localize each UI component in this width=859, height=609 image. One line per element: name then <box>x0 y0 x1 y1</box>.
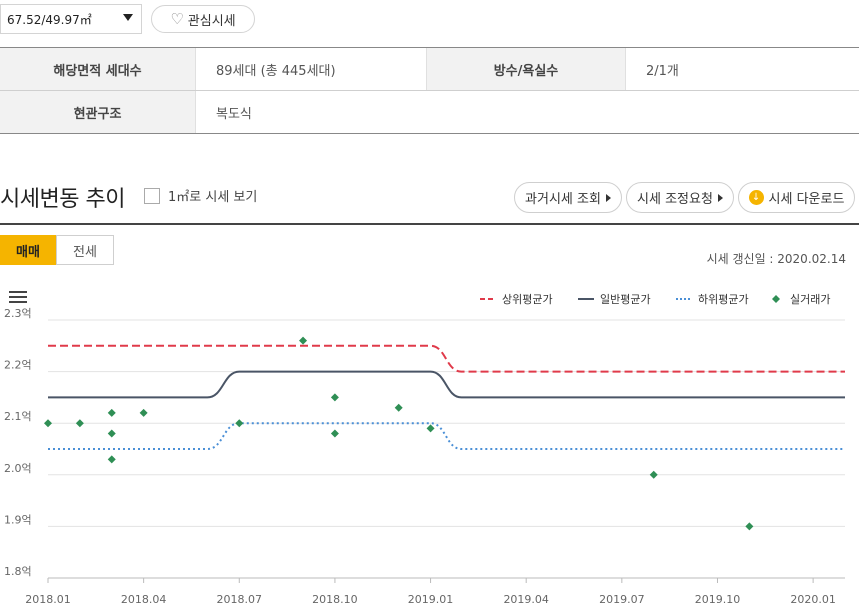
download-button[interactable]: ↓ 시세 다운로드 <box>738 182 855 213</box>
x-tick-label: 2018.07 <box>217 593 263 606</box>
legend-label: 상위평균가 <box>502 293 553 306</box>
heart-icon: ♡ <box>170 9 184 28</box>
legend-label: 실거래가 <box>790 293 830 306</box>
info-value: 2/1개 <box>646 63 679 79</box>
legend-label: 하위평균가 <box>698 292 749 306</box>
area-select-value: 67.52/49.97㎡ <box>7 12 92 27</box>
trade-point[interactable] <box>107 408 116 417</box>
past-price-label: 과거시세 조회 <box>525 192 601 207</box>
caret-right-icon <box>717 193 723 202</box>
series-line <box>48 370 845 399</box>
series-line <box>48 422 845 450</box>
hamburger-menu-icon[interactable] <box>9 291 27 305</box>
unit-toggle[interactable]: 1㎡로 시세 보기 <box>144 186 257 205</box>
checkbox-label: 1㎡로 시세 보기 <box>168 190 258 205</box>
y-tick-label: 1.9억 <box>4 513 32 526</box>
x-tick-label: 2019.07 <box>599 593 645 606</box>
x-tick-label: 2019.01 <box>408 593 454 606</box>
adjust-request-button[interactable]: 시세 조정요청 <box>626 182 734 213</box>
section-title: 시세변동 추이 <box>0 187 125 212</box>
trade-point[interactable] <box>649 470 658 479</box>
trade-point[interactable] <box>75 419 84 428</box>
info-header: 해당면적 세대수 <box>0 48 196 90</box>
tab-lease[interactable]: 전세 <box>56 235 114 265</box>
x-tick-label: 2018.04 <box>121 593 167 606</box>
past-price-button[interactable]: 과거시세 조회 <box>514 182 622 213</box>
section-divider <box>0 223 859 225</box>
trade-point[interactable] <box>330 429 339 438</box>
adjust-request-label: 시세 조정요청 <box>637 192 713 207</box>
y-tick-label: 2.0억 <box>4 462 32 475</box>
info-table: 해당면적 세대수 89세대 (총 445세대) 방수/욕실수 2/1개 현관구조… <box>0 47 859 134</box>
series-line <box>48 344 845 373</box>
update-date: 시세 갱신일 : 2020.02.14 <box>706 252 846 266</box>
legend-marker <box>772 295 780 303</box>
trade-point[interactable] <box>139 408 148 417</box>
info-row: 현관구조 복도식 <box>0 91 859 134</box>
trade-point[interactable] <box>107 429 116 438</box>
x-tick-label: 2019.04 <box>503 593 549 606</box>
trade-point[interactable] <box>299 336 308 345</box>
trade-point[interactable] <box>394 403 403 412</box>
trade-point[interactable] <box>330 393 339 402</box>
trade-point[interactable] <box>107 455 116 464</box>
info-row: 해당면적 세대수 89세대 (총 445세대) 방수/욕실수 2/1개 <box>0 48 859 91</box>
caret-right-icon <box>605 193 611 202</box>
legend-label: 일반평균가 <box>600 292 651 306</box>
download-label: 시세 다운로드 <box>768 192 845 207</box>
y-tick-label: 2.1억 <box>4 410 32 423</box>
favorite-label: 관심시세 <box>187 13 236 29</box>
y-tick-label: 1.8억 <box>4 565 32 578</box>
info-header: 방수/욕실수 <box>426 48 626 90</box>
caret-down-icon <box>123 14 133 21</box>
trade-point[interactable] <box>426 424 435 433</box>
info-value: 89세대 (총 445세대) <box>216 63 336 79</box>
trade-point[interactable] <box>44 419 52 428</box>
tab-sale[interactable]: 매매 <box>0 235 56 265</box>
x-tick-label: 2018.10 <box>312 593 358 606</box>
checkbox[interactable] <box>144 187 160 204</box>
favorite-button[interactable]: ♡ 관심시세 <box>151 5 255 33</box>
info-value: 복도식 <box>216 106 252 122</box>
y-tick-label: 2.3억 <box>4 307 32 320</box>
trade-point[interactable] <box>745 522 754 531</box>
x-tick-label: 2019.10 <box>695 593 741 606</box>
info-header: 현관구조 <box>0 91 196 133</box>
download-icon: ↓ <box>748 190 764 205</box>
trade-point[interactable] <box>235 419 244 428</box>
x-tick-label: 2020.01 <box>790 593 836 606</box>
price-trend-chart: 1.8억 1.9억 2.0억 2.1억 2.2억 2.3억 2018.01 2018.04 2… <box>4 292 845 606</box>
area-select[interactable]: 67.52/49.97㎡ <box>0 4 142 34</box>
y-tick-label: 2.2억 <box>4 359 32 372</box>
x-tick-label: 2018.01 <box>25 593 71 606</box>
